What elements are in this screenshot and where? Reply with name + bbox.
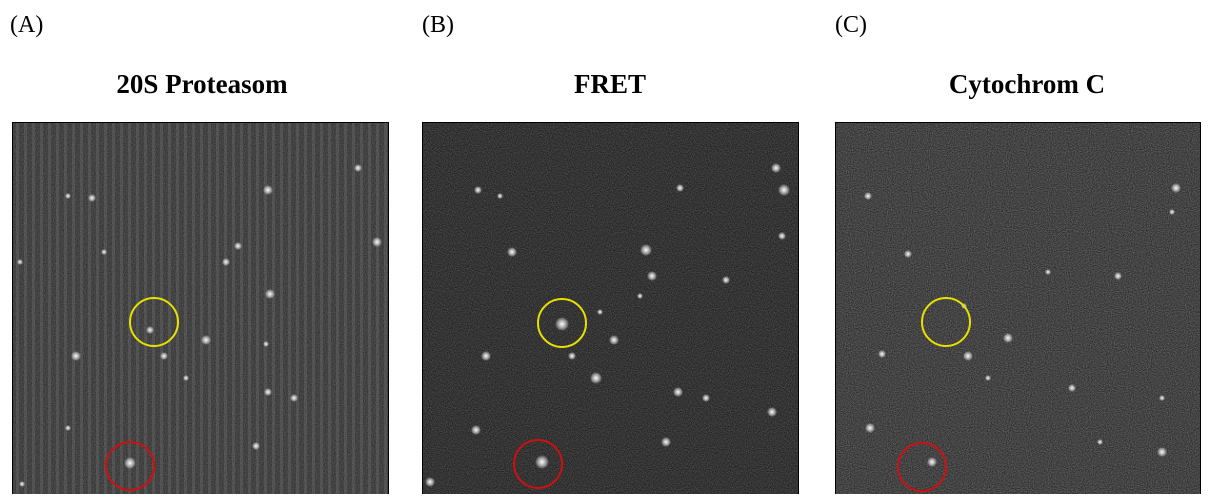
fluorescent-spot [265,289,275,299]
fluorescent-spot [71,351,81,361]
fluorescent-spot [1114,272,1122,280]
fluorescent-spot [263,185,273,195]
fluorescent-spot [252,442,260,450]
fluorescent-spot [647,271,657,281]
fluorescent-spot [160,352,168,360]
fluorescent-spot [878,350,886,358]
fluorescent-spot [702,394,710,402]
fluorescent-spot [590,372,602,384]
fluorescent-spot [1159,395,1165,401]
fluorescent-spot [65,425,71,431]
fluorescent-spot [1003,333,1013,343]
fluorescent-spot [183,375,189,381]
fluorescent-spot [1045,269,1051,275]
fluorescent-spot [65,193,71,199]
image-noise [835,122,1201,494]
fluorescent-spot [676,184,684,192]
image-noise [422,122,799,494]
image-b [422,122,799,494]
image-noise [12,122,389,494]
fluorescent-spot [1157,447,1167,457]
image-c [835,122,1201,494]
fluorescent-spot [927,457,937,467]
panel-title: 20S Proteasom [116,69,288,99]
fluorescent-spot [354,164,362,172]
fluorescent-spot [17,259,23,265]
panel-label: (C) [835,12,867,38]
fluorescent-spot [535,455,549,469]
fluorescent-spot [1097,439,1103,445]
fluorescent-spot [963,351,973,361]
fluorescent-spot [497,193,503,199]
fluorescent-spot [985,375,991,381]
panel-label: (B) [422,12,454,38]
fluorescent-spot [597,309,603,315]
fluorescent-spot [904,250,912,258]
fluorescent-spot [146,326,154,334]
fluorescent-spot [88,194,96,202]
fluorescent-spot [372,237,382,247]
fluorescent-spot [673,387,683,397]
fluorescent-spot [568,352,576,360]
fluorescent-spot [637,293,643,299]
panel-label: (A) [10,12,43,38]
fluorescent-spot [640,244,652,256]
fluorescent-spot [1171,183,1181,193]
fluorescent-spot [222,258,230,266]
fluorescent-spot [1068,384,1076,392]
fluorescent-spot [471,425,481,435]
fluorescent-spot [264,388,272,396]
fluorescent-spot [778,232,786,240]
fluorescent-spot [609,335,619,345]
fluorescent-spot [263,341,269,347]
fluorescent-spot [124,457,136,469]
page: (A) (B) (C) 20S Proteasom FRET Cytochrom… [0,0,1209,494]
fluorescent-spot [474,186,482,194]
fluorescent-spot [1169,209,1175,215]
fluorescent-spot [425,477,435,487]
fluorescent-spot [101,249,107,255]
fluorescent-spot [865,423,875,433]
panel-title: Cytochrom C [949,69,1105,99]
fluorescent-spot [555,317,569,331]
panel-title: FRET [574,69,646,99]
fluorescent-spot [481,351,491,361]
fluorescent-spot [234,242,242,250]
fluorescent-spot [778,184,790,196]
fluorescent-spot [661,437,671,447]
fluorescent-spot [19,481,25,487]
fluorescent-spot [290,394,298,402]
image-a [12,122,389,494]
fluorescent-spot [767,407,777,417]
figure: (A) (B) (C) 20S Proteasom FRET Cytochrom… [0,0,1209,494]
fluorescent-spot [722,276,730,284]
fluorescent-spot [507,247,517,257]
fluorescent-spot [864,192,872,200]
fluorescent-spot [201,335,211,345]
fluorescent-spot [771,163,781,173]
